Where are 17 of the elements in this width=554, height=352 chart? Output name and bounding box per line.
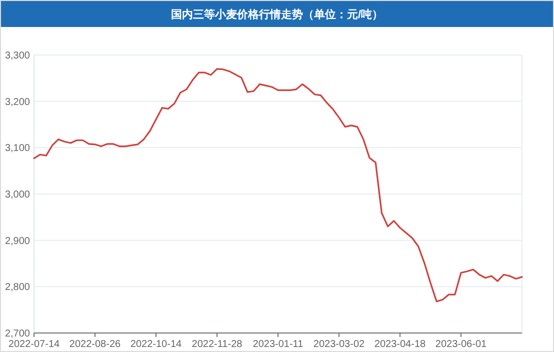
y-tick-label: 2,800: [4, 282, 30, 294]
x-tick-label: 2023-03-02: [313, 339, 366, 350]
x-tick-label: 2023-06-01: [435, 339, 488, 350]
x-tick-label: 2023-01-11: [252, 339, 304, 350]
chart-title: 国内三等小麦价格行情走势（单位：元/吨）: [170, 8, 384, 21]
x-tick-label: 2022-07-14: [8, 339, 60, 350]
x-tick-label: 2023-04-18: [374, 339, 426, 350]
x-tick-label: 2022-08-26: [69, 339, 122, 350]
y-tick-label: 2,700: [4, 328, 30, 340]
x-tick-label: 2022-10-14: [130, 339, 182, 350]
y-tick-label: 3,000: [4, 190, 30, 200]
x-tick-label: 2022-11-28: [192, 339, 243, 350]
y-tick-label: 3,200: [4, 96, 30, 108]
y-tick-label: 3,100: [4, 143, 30, 154]
y-tick-label: 2,900: [4, 236, 30, 247]
y-tick-label: 3,300: [4, 50, 30, 62]
line-series: [33, 68, 523, 302]
